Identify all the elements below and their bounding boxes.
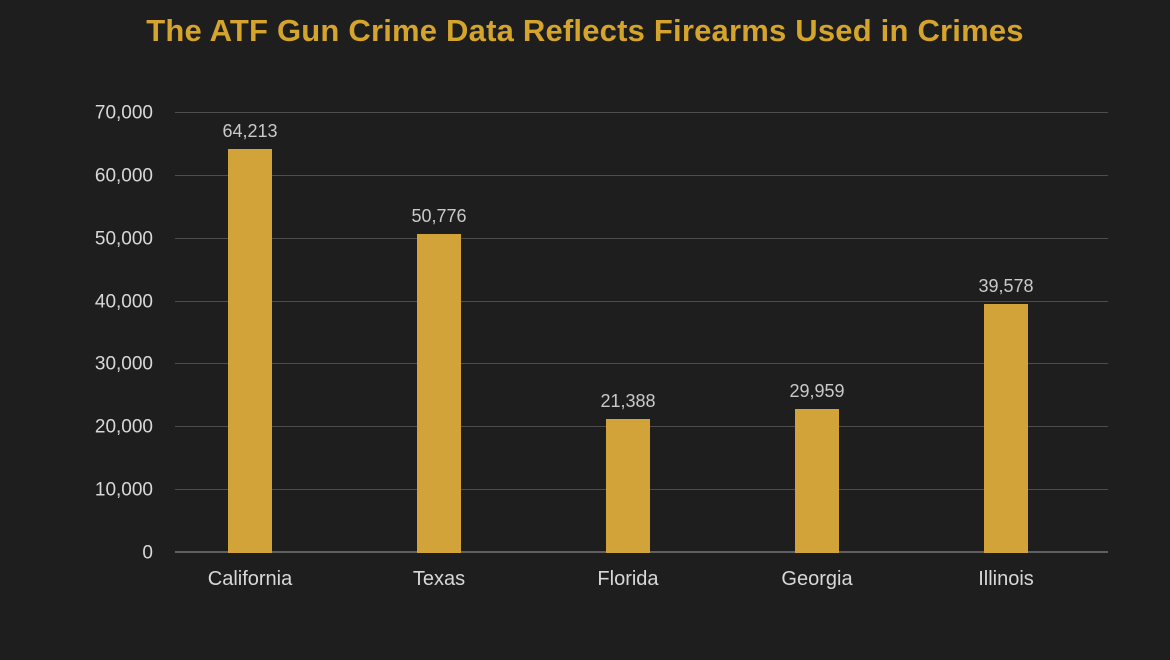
bar-california	[228, 149, 272, 553]
gridline	[175, 300, 1108, 302]
plot-area: 0 10,000 20,000 30,000 40,000 50,000 60,000 70,…	[95, 104, 1108, 590]
y-axis-tick-label: 70,000	[94, 102, 153, 124]
bar-florida	[606, 418, 650, 553]
x-axis-category-label: Florida	[597, 568, 659, 590]
y-axis-tick-label: 30,000	[94, 353, 153, 375]
bar-value-label: 29,959	[789, 381, 845, 402]
gridline	[175, 363, 1108, 365]
bar-georgia	[795, 409, 839, 553]
y-axis-tick-label: 50,000	[94, 228, 153, 250]
x-axis-category-label: California	[207, 568, 293, 590]
gridline	[175, 112, 1108, 113]
x-axis-category-label: Georgia	[781, 568, 853, 590]
x-axis-category-label: Illinois	[978, 568, 1034, 590]
bar-value-label: 21,388	[600, 390, 656, 411]
bar-value-label: 64,213	[222, 121, 278, 142]
bar-value-label: 50,776	[411, 205, 467, 226]
x-axis-category-label: Texas	[412, 568, 466, 590]
y-axis-tick-label: 40,000	[94, 291, 153, 313]
y-axis-tick-label: 60,000	[94, 165, 153, 187]
gridline	[175, 174, 1108, 176]
y-axis-tick-label: 20,000	[94, 416, 153, 438]
bar-illinois	[984, 304, 1028, 553]
chart-title: The ATF Gun Crime Data Reflects Firearms…	[146, 13, 1024, 48]
gridline	[175, 237, 1108, 239]
bar-texas	[417, 233, 461, 553]
y-axis-tick-label: 0	[142, 542, 153, 564]
bar-value-label: 39,578	[978, 276, 1034, 297]
y-axis-tick-label: 10,000	[94, 479, 153, 501]
